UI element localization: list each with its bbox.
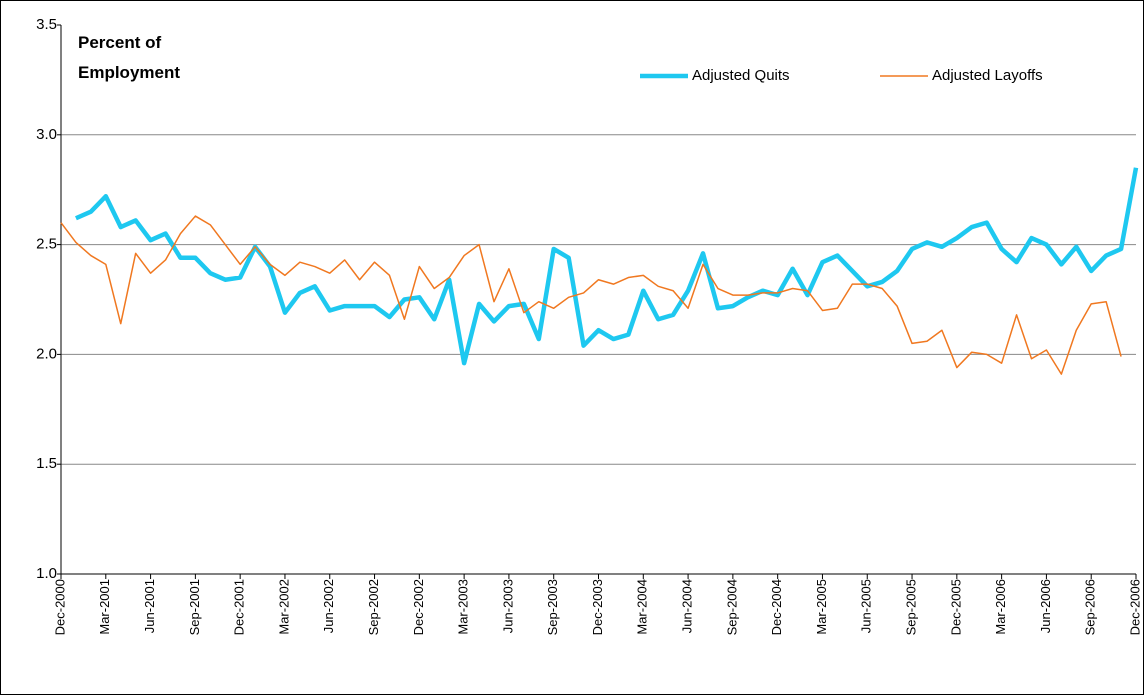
x-tick-label: Jun-2004 [680, 579, 695, 633]
y-tick-label: 3.5 [36, 16, 57, 33]
x-tick-label: Mar-2002 [276, 579, 291, 635]
y-tick-label: 2.0 [36, 345, 57, 362]
x-tick-label: Sep-2006 [1083, 579, 1098, 635]
x-tick-label: Jun-2006 [1038, 579, 1053, 633]
x-tick-label: Dec-2002 [411, 579, 426, 635]
x-tick-label: Dec-2001 [232, 579, 247, 635]
x-tick-label: Dec-2004 [769, 579, 784, 635]
series-line [60, 215, 1122, 375]
x-tick-label: Jun-2005 [859, 579, 874, 633]
legend-label: Adjusted Quits [692, 67, 790, 84]
x-tick-label: Mar-2003 [456, 579, 471, 635]
x-tick-label: Mar-2005 [814, 579, 829, 635]
x-tick-label: Sep-2004 [724, 579, 739, 635]
x-tick-label: Jun-2001 [142, 579, 157, 633]
x-tick-label: Sep-2003 [545, 579, 560, 635]
annotation: Percent of [78, 33, 161, 52]
x-tick-label: Sep-2001 [187, 579, 202, 635]
x-tick-label: Dec-2005 [948, 579, 963, 635]
y-tick-label: 1.0 [36, 565, 57, 582]
y-tick-label: 3.0 [36, 126, 57, 143]
x-tick-label: Sep-2002 [366, 579, 381, 635]
x-tick-label: Sep-2005 [903, 579, 918, 635]
series-line [75, 167, 1139, 366]
x-tick-label: Mar-2004 [635, 579, 650, 635]
legend-label: Adjusted Layoffs [932, 67, 1043, 84]
x-tick-label: Mar-2001 [97, 579, 112, 635]
x-tick-label: Mar-2006 [993, 579, 1008, 635]
annotation: Employment [78, 63, 180, 82]
x-tick-label: Jun-2003 [500, 579, 515, 633]
y-tick-label: 2.5 [36, 236, 57, 253]
x-tick-label: Dec-2003 [590, 579, 605, 635]
x-tick-label: Jun-2002 [321, 579, 336, 633]
y-tick-label: 1.5 [36, 455, 57, 472]
x-tick-label: Dec-2000 [52, 579, 67, 635]
x-tick-label: Dec-2006 [1127, 579, 1142, 635]
